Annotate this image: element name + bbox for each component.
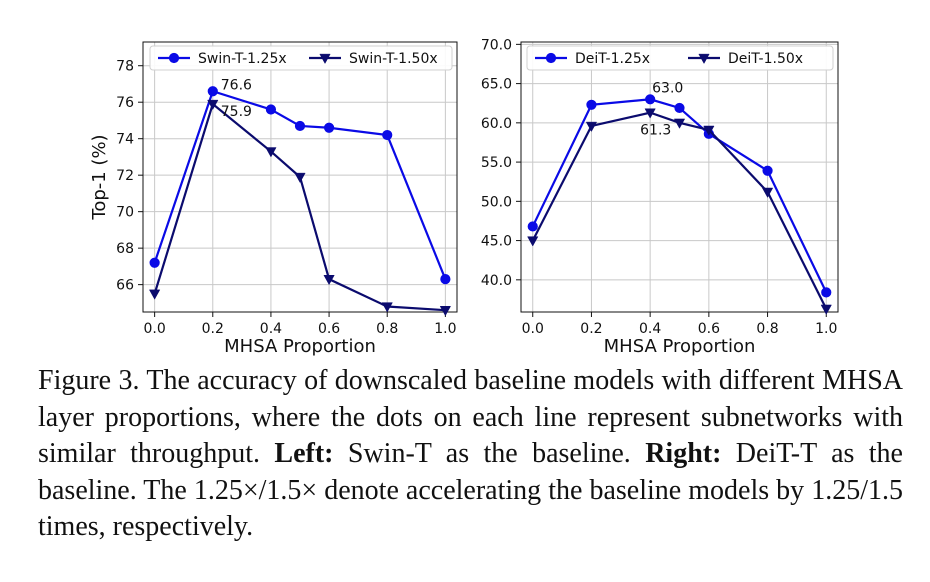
chart1-x-tick-label: 0.2 <box>202 321 224 337</box>
chart2-y-tick-label: 50.0 <box>481 194 512 210</box>
chart1-legend-marker <box>168 52 180 64</box>
chart1-series-2-point <box>207 99 219 111</box>
chart1-y-axis-label: Top-1 (%) <box>89 134 110 220</box>
chart2-series-1-point <box>586 99 597 110</box>
chart2-series-1-point <box>674 102 685 114</box>
chart1-x-tick-label: 1.0 <box>434 321 456 337</box>
chart2-legend-marker <box>698 53 710 64</box>
chart1-data-label: 75.9 <box>221 104 252 120</box>
chart2-y-tick-label: 60.0 <box>481 116 512 132</box>
chart2-plot-area <box>521 42 838 312</box>
chart2-legend-label: DeiT-1.50x <box>728 51 803 67</box>
chart1-y-tick-label: 78 <box>116 59 134 75</box>
chart2-series-2-point <box>761 187 774 198</box>
caption-left-label: Left: <box>274 438 334 469</box>
chart2-data-label: 61.3 <box>640 123 671 139</box>
chart1-series-1-point <box>207 86 218 97</box>
chart2-y-tick-label: 55.0 <box>481 155 512 171</box>
chart1-legend-box <box>149 45 453 71</box>
chart1-series-2-point <box>323 275 335 286</box>
chart1-series-1-point <box>294 120 306 132</box>
chart1-x-tick-label: 0.8 <box>376 321 398 337</box>
chart1-series-2-point <box>149 289 161 300</box>
chart2-series-2-point <box>673 118 686 129</box>
figure-caption: Figure 3. The accuracy of downscaled bas… <box>38 363 903 546</box>
chart1-y-tick-label: 70 <box>116 205 134 221</box>
chart2-series-1-point <box>527 221 538 232</box>
chart2-series-2-point <box>527 236 539 247</box>
chart1-y-tick-label: 76 <box>116 95 134 111</box>
caption-right-label: Right: <box>645 438 722 469</box>
chart1-x-tick-label: 0.6 <box>318 321 340 337</box>
chart1-plot-frame <box>142 41 458 313</box>
chart1-series-1-point <box>265 104 277 115</box>
caption-right-text: DeiT-T as the baseline. The 1.25×/1.5× d… <box>38 438 903 542</box>
chart1-legend-label: Swin-T-1.25x <box>198 51 287 67</box>
caption-left-text: Swin-T as the baseline. <box>333 438 646 469</box>
chart2-x-tick-label: 1.0 <box>815 321 837 337</box>
chart2-series-2-point <box>644 108 656 119</box>
chart1-x-axis-label: MHSA Proportion <box>224 336 376 357</box>
chart1-series-1-point <box>440 274 451 285</box>
chart2-x-tick-label: 0.4 <box>639 321 661 337</box>
chart2-series-1-point <box>762 165 773 176</box>
chart2-data-label: 63.0 <box>652 80 683 96</box>
figure-charts: 0.0 0.2 0.4 0.6 0.8 1.0 66 68 70 72 74 76 78 MHSA Pro… <box>89 37 839 357</box>
chart1-y-tick-label: 74 <box>116 132 134 148</box>
chart2-x-tick-label: 0.8 <box>756 321 778 337</box>
chart1-y-tick-label: 72 <box>116 168 134 184</box>
chart1-series-2-point <box>265 147 277 158</box>
chart2-y-tick-label: 45.0 <box>481 234 512 250</box>
chart2-series-2-point <box>703 125 715 136</box>
chart1-x-tick-label: 0.4 <box>260 321 282 337</box>
chart2-series-1-point <box>821 287 832 298</box>
chart1-data-label: 76.6 <box>221 77 252 93</box>
chart1-series-2-point <box>439 306 451 317</box>
chart2-series-2-point <box>585 121 598 132</box>
chart2-x-axis-label: MHSA Proportion <box>604 336 756 357</box>
chart1-series-1-point <box>149 257 160 268</box>
chart2-x-tick-label: 0.6 <box>698 321 720 337</box>
caption-lead: Figure 3. The accuracy of downscaled bas… <box>38 365 903 469</box>
chart1-series-2-point <box>381 302 393 313</box>
chart1-series-1-point <box>323 122 335 133</box>
chart1-y-tick-label: 68 <box>116 241 134 257</box>
chart2-y-tick-label: 40.0 <box>481 273 512 289</box>
chart1-series-1-point <box>382 129 393 141</box>
chart2-series-2-point <box>820 304 832 315</box>
chart1-series-2-point <box>294 172 306 183</box>
chart2-legend-marker <box>545 52 557 64</box>
chart2-series-1-point <box>645 94 656 105</box>
chart2-y-tick-label: 65.0 <box>481 77 512 93</box>
chart2-x-tick-label: 0.0 <box>522 321 544 337</box>
chart2-legend-box <box>526 45 834 71</box>
chart2-plot-frame <box>520 41 839 313</box>
chart1-x-tick-label: 0.0 <box>143 321 165 337</box>
chart2-y-tick-label: 70.0 <box>481 37 512 53</box>
chart1-legend-label: Swin-T-1.50x <box>349 51 438 67</box>
chart2-x-tick-label: 0.2 <box>580 321 602 337</box>
chart1-legend-marker <box>319 53 331 64</box>
chart1-y-tick-label: 66 <box>116 278 134 294</box>
chart2-legend-label: DeiT-1.25x <box>575 51 650 67</box>
